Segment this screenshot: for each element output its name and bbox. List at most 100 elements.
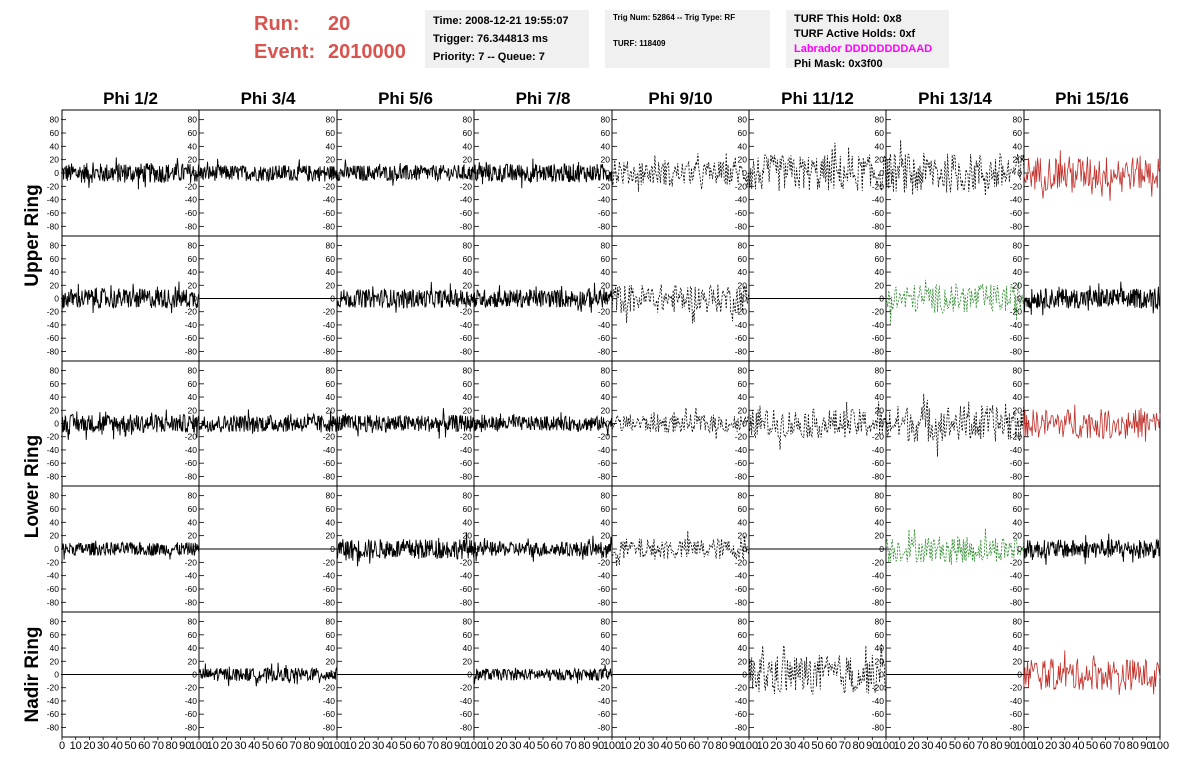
y-tick-label: 20 [1013,531,1023,541]
x-tick-label: 40 [386,740,398,752]
labrador-text: Labrador DDDDDDDDAAD [794,43,933,55]
waveform-panel: 80 60 40 20 0 -20 -40 -60 -80 [872,235,1025,362]
y-tick-label: -60 [872,709,885,719]
y-tick-label: 0 [879,168,884,178]
y-tick-label: 0 [879,670,884,680]
y-tick-label: -40 [735,571,748,581]
trace-line [198,409,338,434]
trace-line [1023,150,1161,201]
waveform-panel: 80 60 40 20 0 -20 -40 -60 -80 [47,485,200,613]
x-tick-label: 90 [729,740,741,752]
y-tick-label: 60 [1013,630,1023,640]
y-tick-label: 40 [463,267,473,277]
x-tick-label: 100 [740,740,758,752]
y-tick-label: -60 [185,584,198,594]
y-tick-label: -20 [872,683,885,693]
x-tick-label: 10 [1031,740,1043,752]
y-tick-label: -20 [47,181,60,191]
x-tick-label: 30 [97,740,109,752]
x-tick-label: 60 [1099,740,1111,752]
waveform-panel: 80 60 40 20 0 -20 -40 -60 -80 [1010,235,1161,362]
y-tick-label: 40 [738,267,748,277]
y-tick-label: -40 [47,696,60,706]
y-tick-label: -40 [598,571,611,581]
y-tick-label: 60 [875,379,885,389]
y-tick-label: 20 [738,155,748,165]
y-tick-label: 60 [463,630,473,640]
trace-line [748,643,887,695]
y-tick-label: -80 [1010,597,1023,607]
y-tick-label: 40 [50,517,60,527]
waveform-panel: 80 60 40 20 0 -20 -40 -60 -80 [1010,485,1161,613]
y-tick-label: 60 [50,254,60,264]
waveform-panel: 80 60 40 20 0 -20 -40 -60 -80 [598,485,750,613]
time-info-box: Time: 2008-12-21 19:55:07 Trigger: 76.34… [425,10,589,68]
y-tick-label: 80 [875,115,885,125]
y-tick-label: 20 [50,280,60,290]
y-tick-label: -80 [872,471,885,481]
x-tick-label: 60 [413,740,425,752]
waveform-panel: 80 60 40 20 0 -20 -40 -60 -80 [598,235,750,362]
y-tick-label: -20 [323,432,336,442]
trace-line [473,158,613,189]
x-tick-label: 20 [495,740,507,752]
trace-line [336,159,475,186]
y-tick-label: 0 [1017,419,1022,429]
x-tick-label: 50 [949,740,961,752]
y-tick-label: 20 [463,405,473,415]
waveform-panel: 80 60 40 20 0 -20 -40 -60 -80 [185,235,338,362]
y-tick-label: -80 [735,221,748,231]
y-tick-label: -40 [323,445,336,455]
x-tick-label: 70 [152,740,164,752]
y-tick-label: 80 [50,115,60,125]
y-tick-label: 0 [467,168,472,178]
y-tick-label: 0 [192,419,197,429]
y-tick-label: 0 [605,168,610,178]
y-tick-label: -60 [185,333,198,343]
trace-line [1023,404,1161,442]
y-tick-label: -60 [872,208,885,218]
y-tick-label: 60 [875,254,885,264]
y-tick-label: 40 [463,141,473,151]
y-tick-label: -60 [872,333,885,343]
y-tick-label: -40 [598,320,611,330]
y-tick-label: -60 [323,208,336,218]
y-tick-label: 20 [326,280,336,290]
y-tick-label: -20 [47,307,60,317]
y-tick-label: 20 [601,280,611,290]
x-tick-label: 90 [1140,740,1152,752]
y-tick-label: 80 [188,115,198,125]
waveform-panel: 80 60 40 20 0 -20 -40 -60 -80 [460,109,613,237]
x-tick-label: 80 [1127,740,1139,752]
priority-text: Priority: 7 -- Queue: 7 [433,51,545,63]
x-tick-label: 100 [603,740,621,752]
y-tick-label: -80 [872,221,885,231]
x-tick-label: 20 [358,740,370,752]
y-tick-label: -20 [872,307,885,317]
x-tick-label: 40 [935,740,947,752]
y-tick-label: 20 [463,280,473,290]
y-tick-label: -60 [1010,584,1023,594]
y-tick-label: -80 [598,722,611,732]
y-tick-label: -20 [460,432,473,442]
trace-line [473,282,613,313]
y-tick-label: 0 [605,670,610,680]
y-tick-label: -40 [1010,445,1023,455]
waveform-panel: 80 60 40 20 0 -20 -40 -60 -80 [1010,611,1161,738]
y-tick-label: 40 [463,643,473,653]
y-tick-label: 0 [330,670,335,680]
column-title: Phi 13/14 [918,89,992,108]
y-tick-label: -60 [47,709,60,719]
y-tick-label: -60 [460,584,473,594]
y-tick-label: 80 [188,617,198,627]
y-tick-label: 0 [330,544,335,554]
y-tick-label: 60 [601,128,611,138]
y-tick-label: 20 [738,531,748,541]
trace-line [1023,281,1161,316]
y-tick-label: -40 [185,320,198,330]
y-tick-label: -80 [598,597,611,607]
y-tick-label: -60 [185,208,198,218]
turf-num-text: TURF: 118409 [613,39,666,48]
x-tick-label: 50 [124,740,136,752]
y-tick-label: -60 [47,584,60,594]
